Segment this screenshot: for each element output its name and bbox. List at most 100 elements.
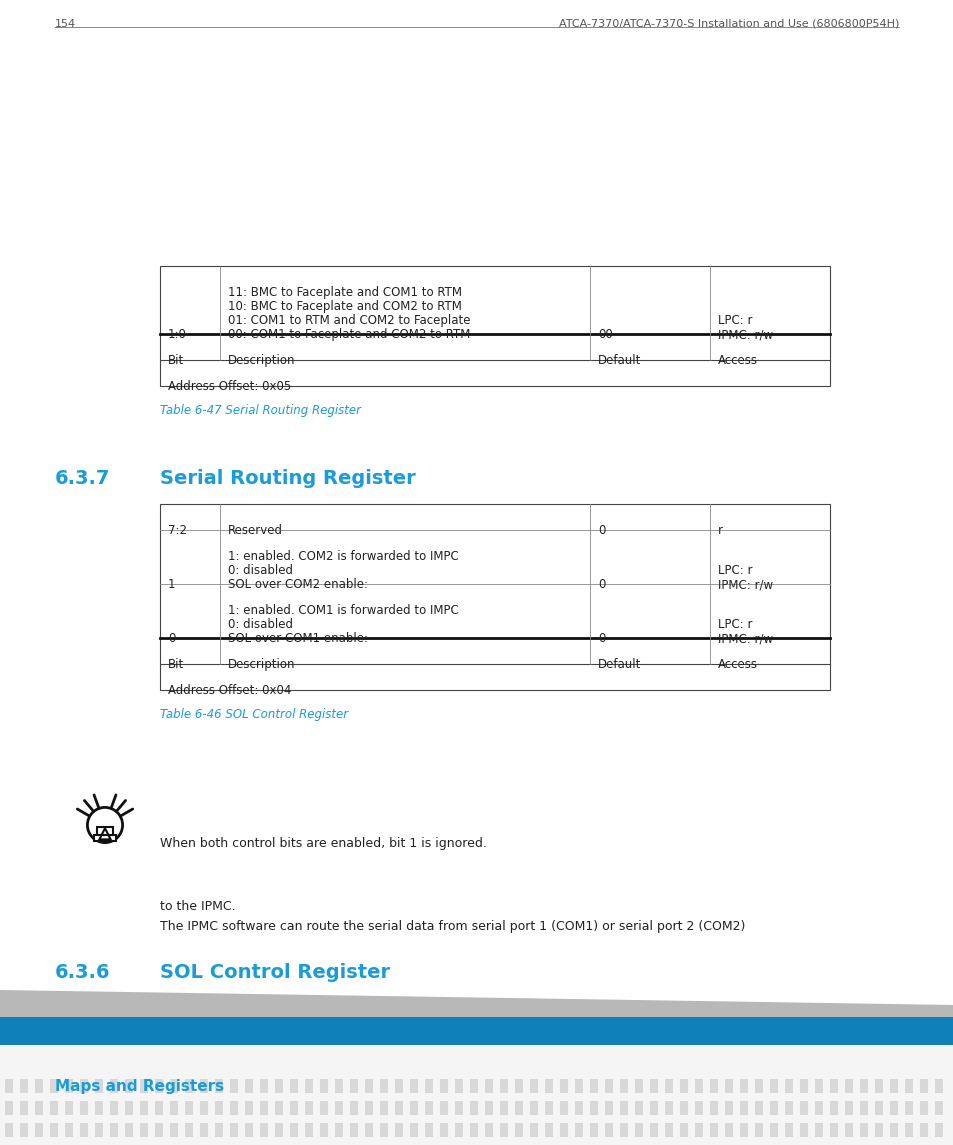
Text: 6.3.6: 6.3.6 (55, 963, 111, 982)
Bar (365, 1079, 373, 1093)
Bar (96, 827, 113, 835)
Text: 01: COM1 to RTM and COM2 to Faceplate: 01: COM1 to RTM and COM2 to Faceplate (228, 314, 470, 327)
Bar (589, 1123, 598, 1137)
Bar (649, 1123, 658, 1137)
Bar (395, 1123, 402, 1137)
Bar (154, 1101, 163, 1115)
Bar (0, 1045, 953, 1145)
Bar (859, 1079, 867, 1093)
Bar (649, 1079, 658, 1093)
Bar (619, 1123, 627, 1137)
Text: LPC: r: LPC: r (718, 314, 752, 327)
Text: Serial Routing Register: Serial Routing Register (160, 469, 416, 488)
Text: Default: Default (598, 658, 640, 671)
Text: 1: enabled. COM2 is forwarded to IMPC: 1: enabled. COM2 is forwarded to IMPC (228, 550, 458, 563)
Bar (95, 1079, 103, 1093)
Bar (530, 1079, 537, 1093)
Text: 0: disabled: 0: disabled (228, 618, 293, 631)
Bar (829, 1079, 837, 1093)
Text: Maps and Registers: Maps and Registers (55, 1080, 224, 1095)
Bar (515, 1101, 522, 1115)
Bar (154, 1123, 163, 1137)
Text: The IPMC software can route the serial data from serial port 1 (COM1) or serial : The IPMC software can route the serial d… (160, 919, 744, 933)
Bar (499, 1123, 507, 1137)
Text: 00: 00 (598, 327, 612, 341)
Bar (724, 1079, 732, 1093)
Bar (575, 1101, 582, 1115)
Bar (439, 1123, 448, 1137)
Bar (410, 1079, 417, 1093)
Bar (470, 1079, 477, 1093)
Bar (604, 1123, 613, 1137)
Bar (185, 1101, 193, 1115)
Bar (424, 1123, 433, 1137)
Bar (619, 1079, 627, 1093)
Bar (709, 1123, 718, 1137)
Bar (245, 1123, 253, 1137)
Bar (589, 1079, 598, 1093)
Bar (754, 1123, 762, 1137)
Bar (245, 1079, 253, 1093)
Text: 0: 0 (598, 632, 605, 645)
Bar (200, 1123, 208, 1137)
Bar (695, 1079, 702, 1093)
Text: SOL over COM2 enable:: SOL over COM2 enable: (228, 578, 368, 591)
Bar (95, 1101, 103, 1115)
Bar (80, 1123, 88, 1137)
Text: 1: enabled. COM1 is forwarded to IMPC: 1: enabled. COM1 is forwarded to IMPC (228, 605, 458, 617)
Bar (110, 1079, 118, 1093)
Bar (889, 1101, 897, 1115)
Text: Description: Description (228, 658, 295, 671)
Bar (695, 1123, 702, 1137)
Bar (185, 1123, 193, 1137)
Bar (319, 1123, 328, 1137)
Text: 154: 154 (55, 19, 76, 29)
Bar (515, 1079, 522, 1093)
Text: Bit: Bit (168, 658, 184, 671)
Bar (230, 1079, 237, 1093)
Bar (784, 1123, 792, 1137)
Bar (575, 1123, 582, 1137)
Bar (934, 1123, 942, 1137)
Bar (154, 1079, 163, 1093)
Bar (484, 1079, 493, 1093)
Bar (335, 1123, 343, 1137)
Text: IPMC: r/w: IPMC: r/w (718, 327, 772, 341)
Bar (290, 1123, 297, 1137)
Bar (274, 1079, 283, 1093)
Bar (5, 1101, 13, 1115)
Bar (544, 1079, 553, 1093)
Bar (904, 1101, 912, 1115)
Bar (544, 1123, 553, 1137)
Bar (140, 1079, 148, 1093)
Bar (110, 1123, 118, 1137)
Text: ATCA-7370/ATCA-7370-S Installation and Use (6806800P54H): ATCA-7370/ATCA-7370-S Installation and U… (558, 19, 898, 29)
Text: SOL Control Register: SOL Control Register (160, 963, 390, 982)
Bar (649, 1101, 658, 1115)
Bar (740, 1079, 747, 1093)
Bar (93, 835, 116, 840)
Text: SOL over COM1 enable:: SOL over COM1 enable: (228, 632, 368, 645)
Text: 00: COM1 to Faceplate and COM2 to RTM: 00: COM1 to Faceplate and COM2 to RTM (228, 327, 470, 341)
Bar (499, 1079, 507, 1093)
Bar (664, 1079, 672, 1093)
Text: Default: Default (598, 354, 640, 368)
Text: Description: Description (228, 354, 295, 368)
Bar (214, 1123, 223, 1137)
Bar (769, 1123, 778, 1137)
Bar (709, 1101, 718, 1115)
Bar (470, 1101, 477, 1115)
Bar (290, 1079, 297, 1093)
Bar (319, 1101, 328, 1115)
Bar (844, 1123, 852, 1137)
Bar (230, 1123, 237, 1137)
Bar (274, 1101, 283, 1115)
Bar (395, 1079, 402, 1093)
Bar (305, 1123, 313, 1137)
Bar (874, 1079, 882, 1093)
Bar (919, 1101, 927, 1115)
Bar (65, 1079, 73, 1093)
Bar (844, 1079, 852, 1093)
Text: Table 6-46 SOL Control Register: Table 6-46 SOL Control Register (160, 708, 348, 721)
Bar (740, 1101, 747, 1115)
